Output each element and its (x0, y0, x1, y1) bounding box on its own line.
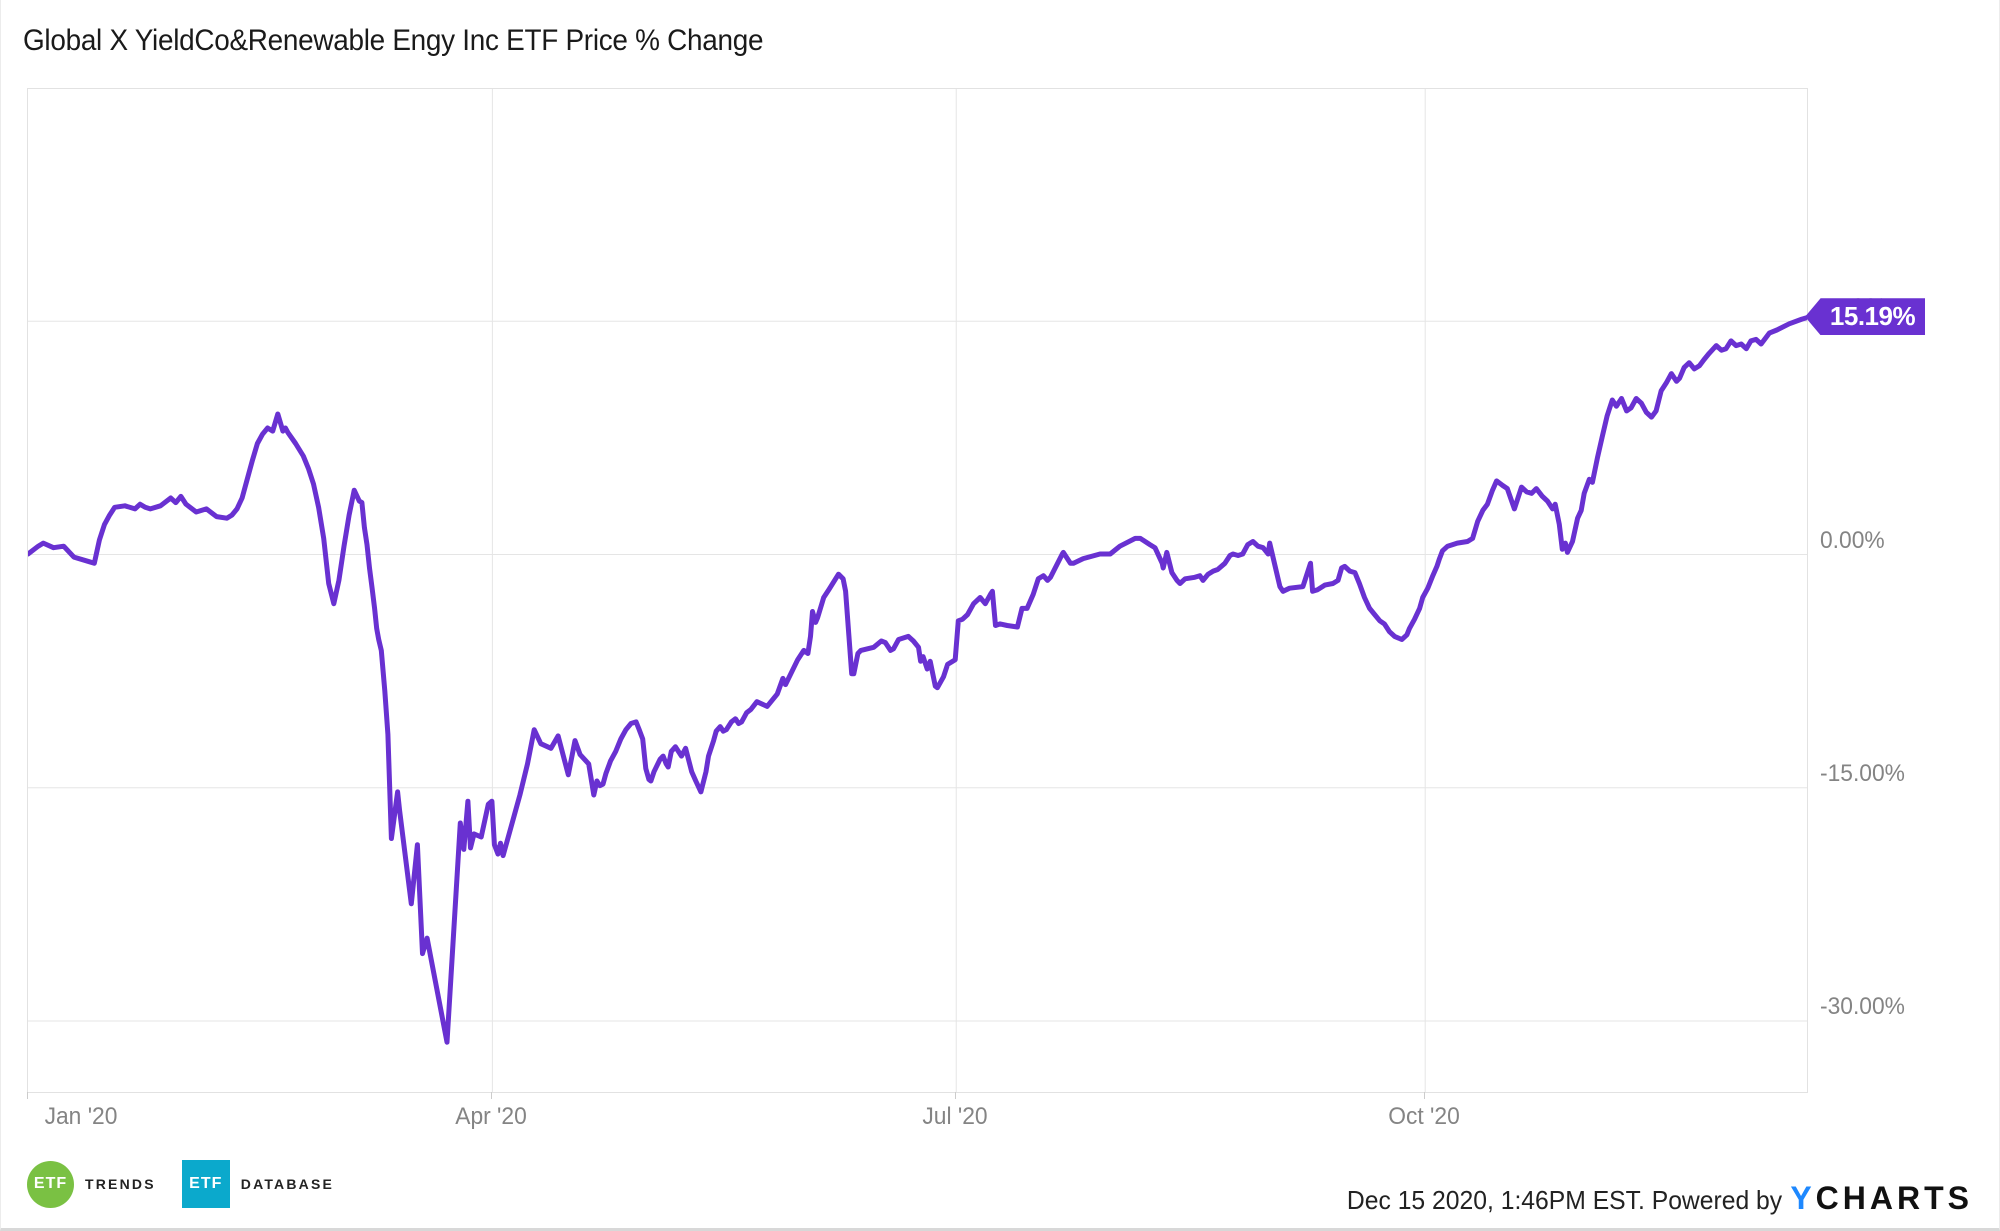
etf-trends-logo[interactable]: ETF (27, 1160, 74, 1208)
etf-database-logo[interactable]: ETF (181, 1160, 230, 1208)
etf-database-label: DATABASE (240, 1176, 335, 1192)
chart-title: Global X YieldCo&Renewable Engy Inc ETF … (23, 24, 764, 57)
x-axis-tickmark (27, 1092, 28, 1099)
x-axis-label-jan: Jan '20 (44, 1103, 118, 1130)
x-axis-tickmark (490, 1092, 492, 1099)
etf-database-badge-text: ETF (189, 1175, 223, 1192)
x-axis-tickmark (954, 1092, 956, 1099)
etf-trends-badge-text: ETF (33, 1175, 68, 1192)
x-axis-label-jul: Jul '20 (922, 1103, 988, 1130)
x-axis-tickmark (1423, 1092, 1425, 1099)
y-axis-label-neg15: -15.00% (1820, 760, 1905, 788)
x-axis-label-oct: Oct '20 (1387, 1103, 1460, 1130)
plot-area[interactable] (27, 88, 1808, 1093)
price-series-line (28, 315, 1807, 1045)
price-line-chart[interactable] (28, 89, 1807, 1092)
y-axis-label-0: 0.00% (1820, 526, 1885, 554)
last-price-badge: 15.19% (1805, 298, 1925, 336)
footer-attribution: Dec 15 2020, 1:46PM EST. Powered by YCHA… (1324, 1180, 1973, 1217)
etf-trends-label: TRENDS (85, 1176, 156, 1192)
last-price-badge-value: 15.19% (1829, 301, 1916, 332)
ycharts-logo-charts: CHARTS (1815, 1180, 1973, 1216)
ycharts-logo-y: Y (1790, 1180, 1816, 1216)
x-axis-label-apr: Apr '20 (455, 1103, 527, 1130)
timestamp: Dec 15 2020, 1:46PM EST. Powered by (1347, 1185, 1783, 1215)
footer-logos: ETF TRENDS ETF DATABASE (27, 1158, 334, 1210)
y-axis-label-neg30: -30.00% (1820, 993, 1905, 1021)
ycharts-logo[interactable]: YCHARTS (1790, 1180, 1973, 1217)
